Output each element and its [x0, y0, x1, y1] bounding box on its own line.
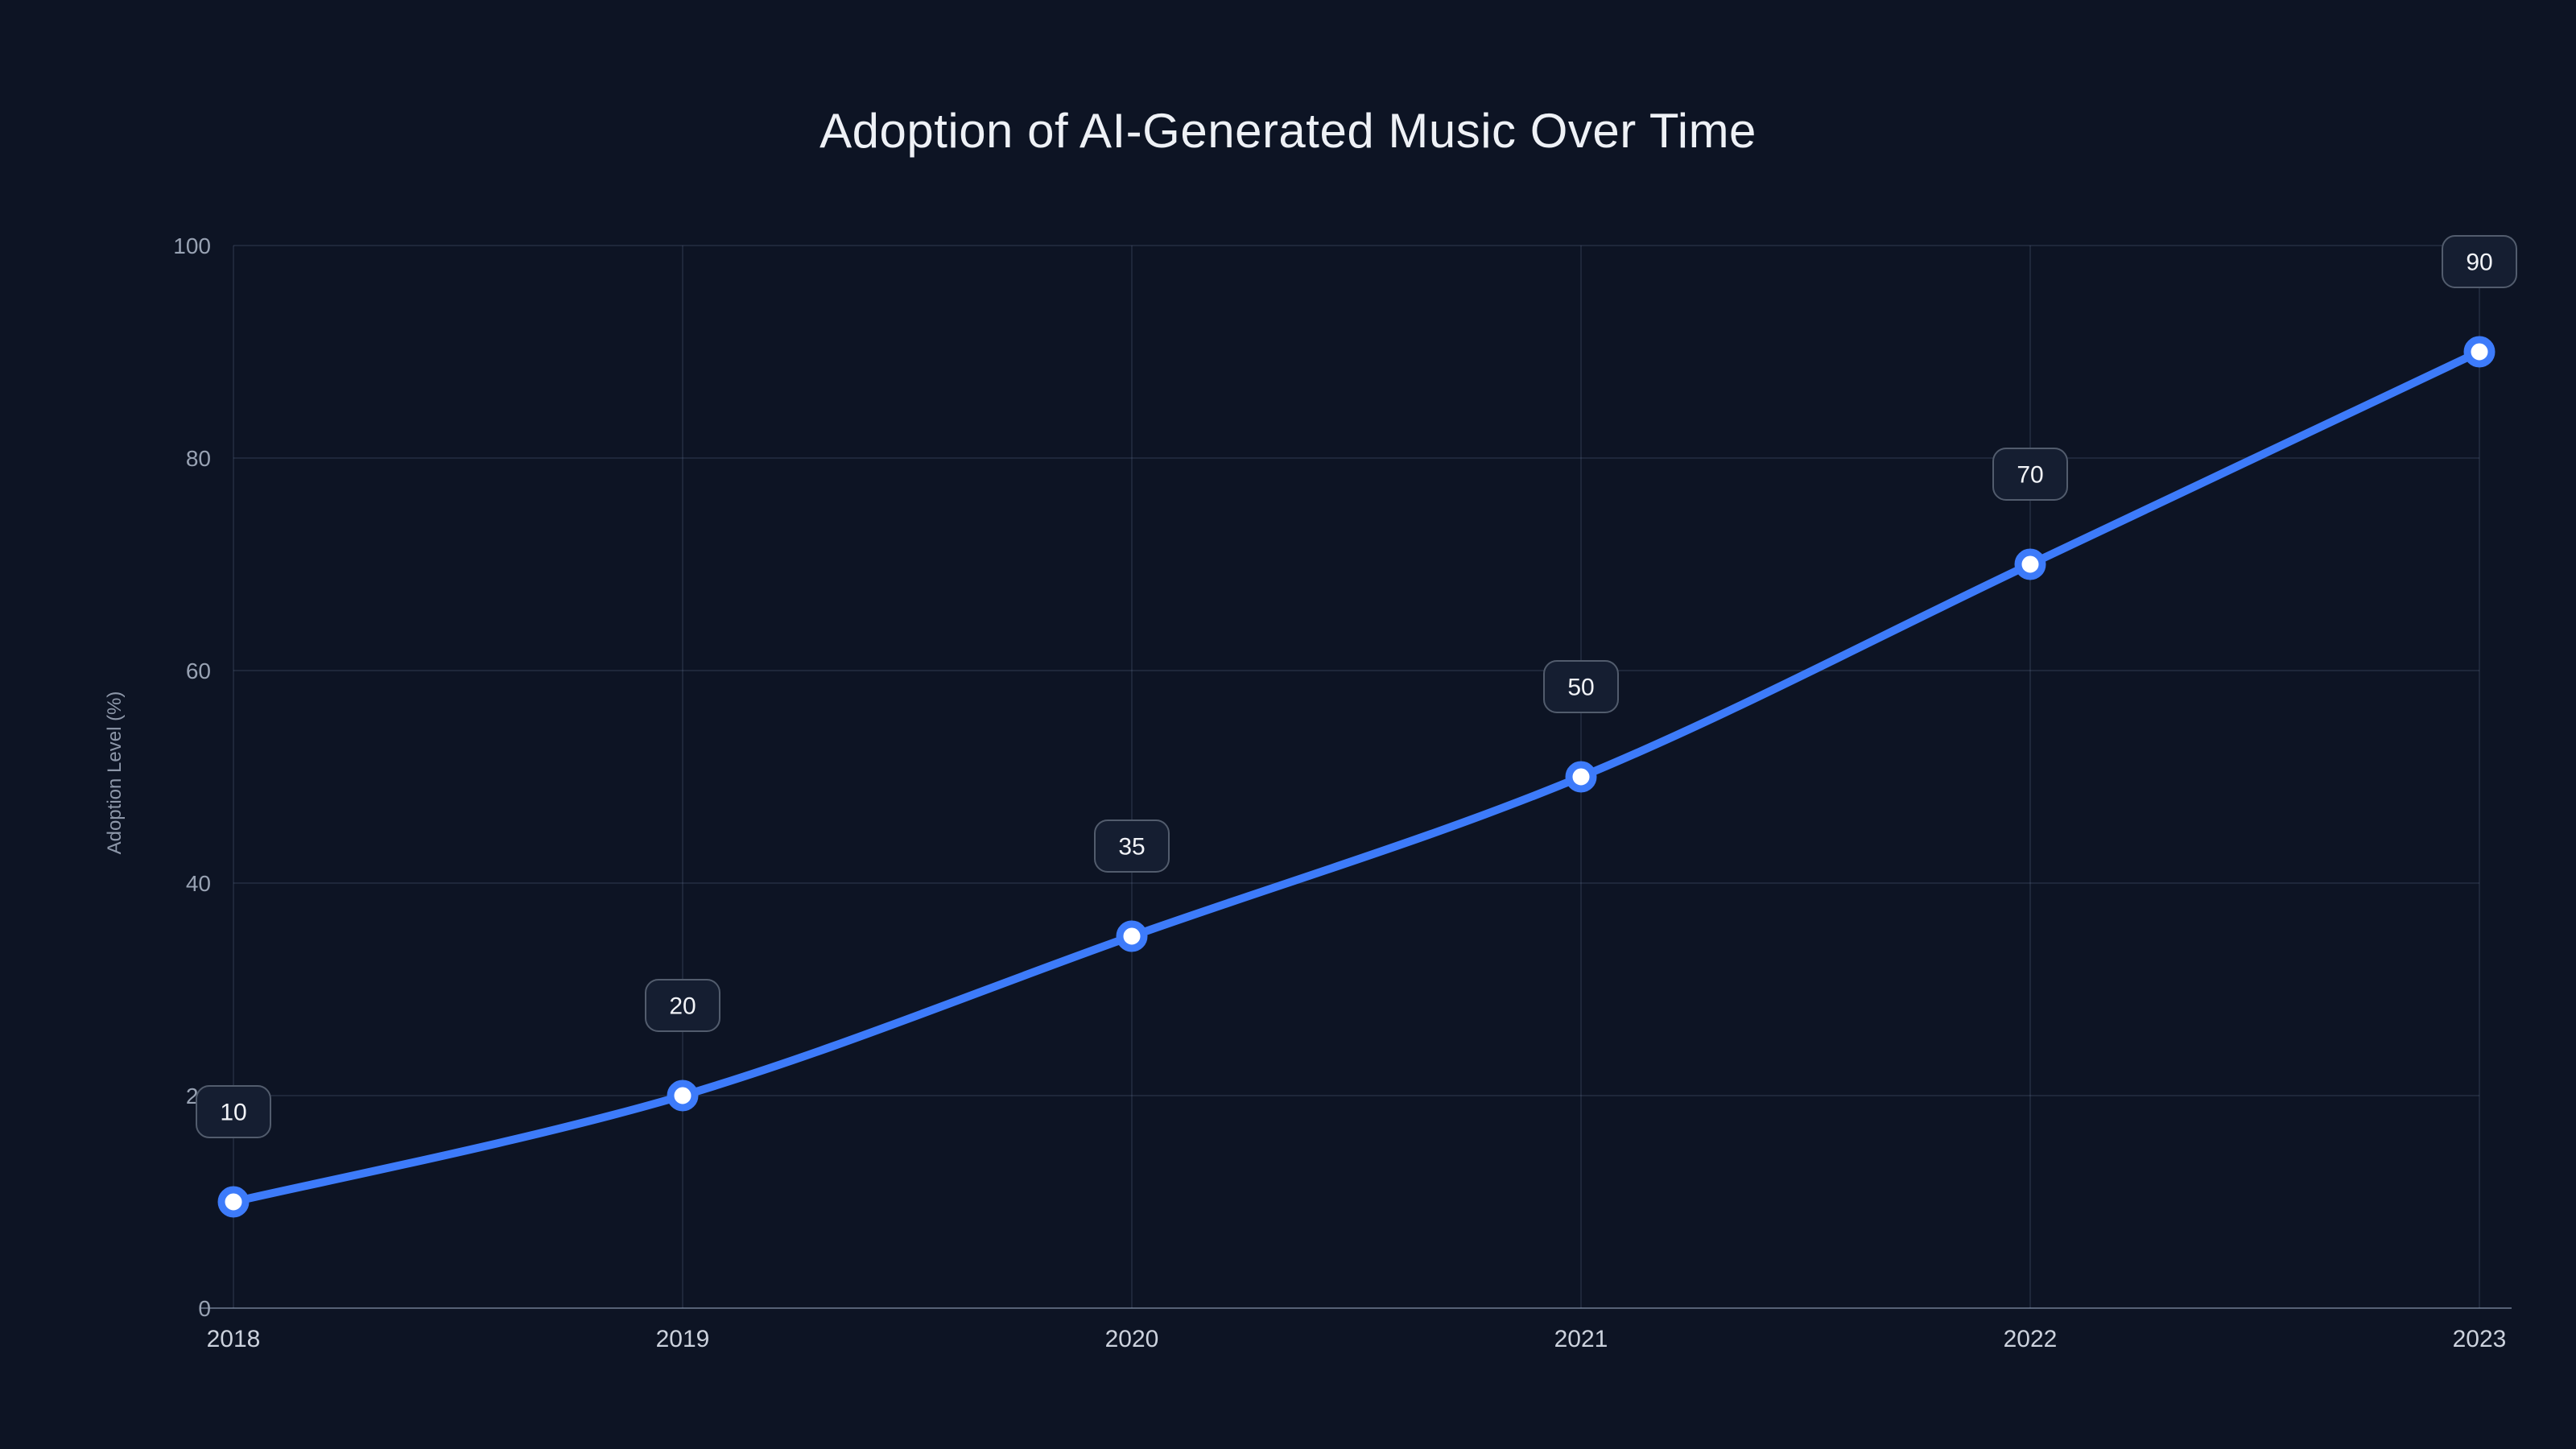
- y-tick-label: 80: [186, 446, 211, 471]
- value-label-badge: [1992, 448, 2068, 501]
- value-label-text: 70: [2017, 462, 2043, 489]
- x-tick-label: 2019: [656, 1326, 710, 1352]
- data-point-marker[interactable]: [217, 1186, 250, 1218]
- value-label-badge: [196, 1085, 271, 1138]
- value-label-text: 50: [1567, 675, 1594, 701]
- data-point-marker[interactable]: [2463, 336, 2496, 368]
- y-tick-label: 0: [198, 1296, 211, 1321]
- x-tick-label: 2022: [2004, 1326, 2058, 1352]
- chart-title: Adoption of AI-Generated Music Over Time: [819, 104, 1757, 158]
- value-label-text: 35: [1118, 834, 1145, 861]
- x-tick-label: 2023: [2453, 1326, 2507, 1352]
- value-label-text: 90: [2466, 250, 2492, 276]
- data-point-marker[interactable]: [667, 1080, 699, 1112]
- y-tick-label: 100: [173, 233, 211, 258]
- value-label-text: 10: [220, 1100, 246, 1126]
- y-tick-label: 60: [186, 658, 211, 683]
- value-label-text: 20: [669, 993, 696, 1020]
- series-line: [229, 348, 2483, 1206]
- value-label-badge: [1094, 819, 1170, 873]
- data-point-marker[interactable]: [2014, 548, 2046, 580]
- x-tick-label: 2018: [207, 1326, 261, 1352]
- x-tick-label: 2020: [1105, 1326, 1159, 1352]
- value-label-badge: [2442, 235, 2517, 288]
- x-tick-label: 2021: [1554, 1326, 1608, 1352]
- value-label-badge: [645, 979, 720, 1032]
- data-point-marker[interactable]: [1565, 761, 1597, 793]
- data-point-marker[interactable]: [1116, 920, 1148, 952]
- value-label-badge: [1543, 660, 1619, 713]
- y-tick-label: 40: [186, 871, 211, 896]
